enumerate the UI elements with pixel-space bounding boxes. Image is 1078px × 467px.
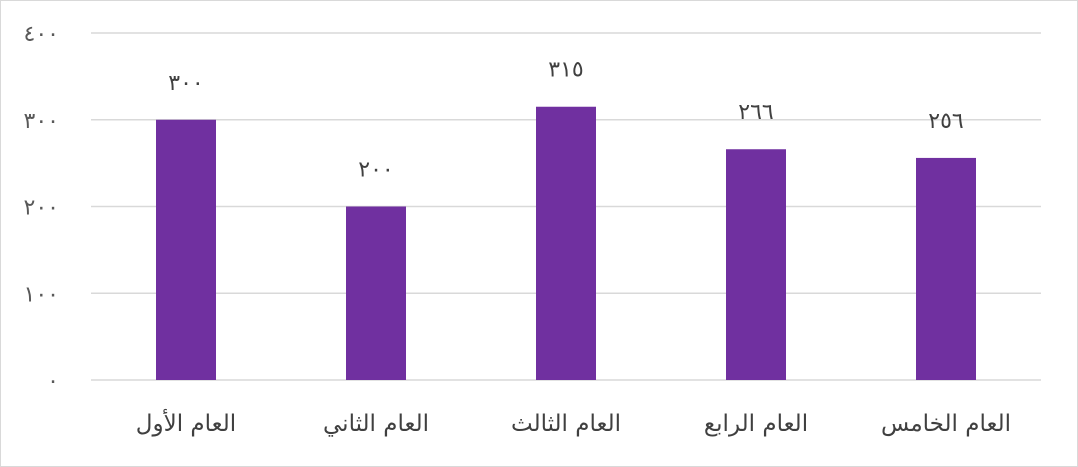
x-axis-categories: العام الأول العام الثاني العام الثالث العام… <box>136 409 1011 437</box>
bar <box>156 119 216 380</box>
data-label: ٢٦٦ <box>738 100 773 125</box>
bar <box>916 157 976 380</box>
y-tick-label: ٢٠٠ <box>24 196 59 221</box>
y-tick-label: ٣٠٠ <box>24 109 59 134</box>
data-label: ٢٠٠ <box>358 158 393 183</box>
data-label: ٣٠٠ <box>168 71 203 96</box>
data-label: ٣١٥ <box>548 58 583 83</box>
category-label: العام الرابع <box>704 411 808 437</box>
category-label: العام الأول <box>136 409 236 437</box>
y-axis-ticks: ٠ ١٠٠ ٢٠٠ ٣٠٠ ٤٠٠ <box>24 22 59 394</box>
category-label: العام الثاني <box>323 411 429 437</box>
bar <box>346 206 406 380</box>
data-labels: ٣٠٠ ٢٠٠ ٣١٥ ٢٦٦ ٢٥٦ <box>168 58 963 183</box>
category-label: العام الثالث <box>511 411 621 437</box>
bar <box>536 106 596 381</box>
y-tick-label: ١٠٠ <box>24 282 59 307</box>
category-label: العام الخامس <box>881 411 1011 437</box>
y-tick-label: ٤٠٠ <box>24 22 59 47</box>
y-tick-label: ٠ <box>47 369 59 394</box>
bars <box>156 106 976 381</box>
bar <box>726 149 786 380</box>
data-label: ٢٥٦ <box>928 109 963 134</box>
